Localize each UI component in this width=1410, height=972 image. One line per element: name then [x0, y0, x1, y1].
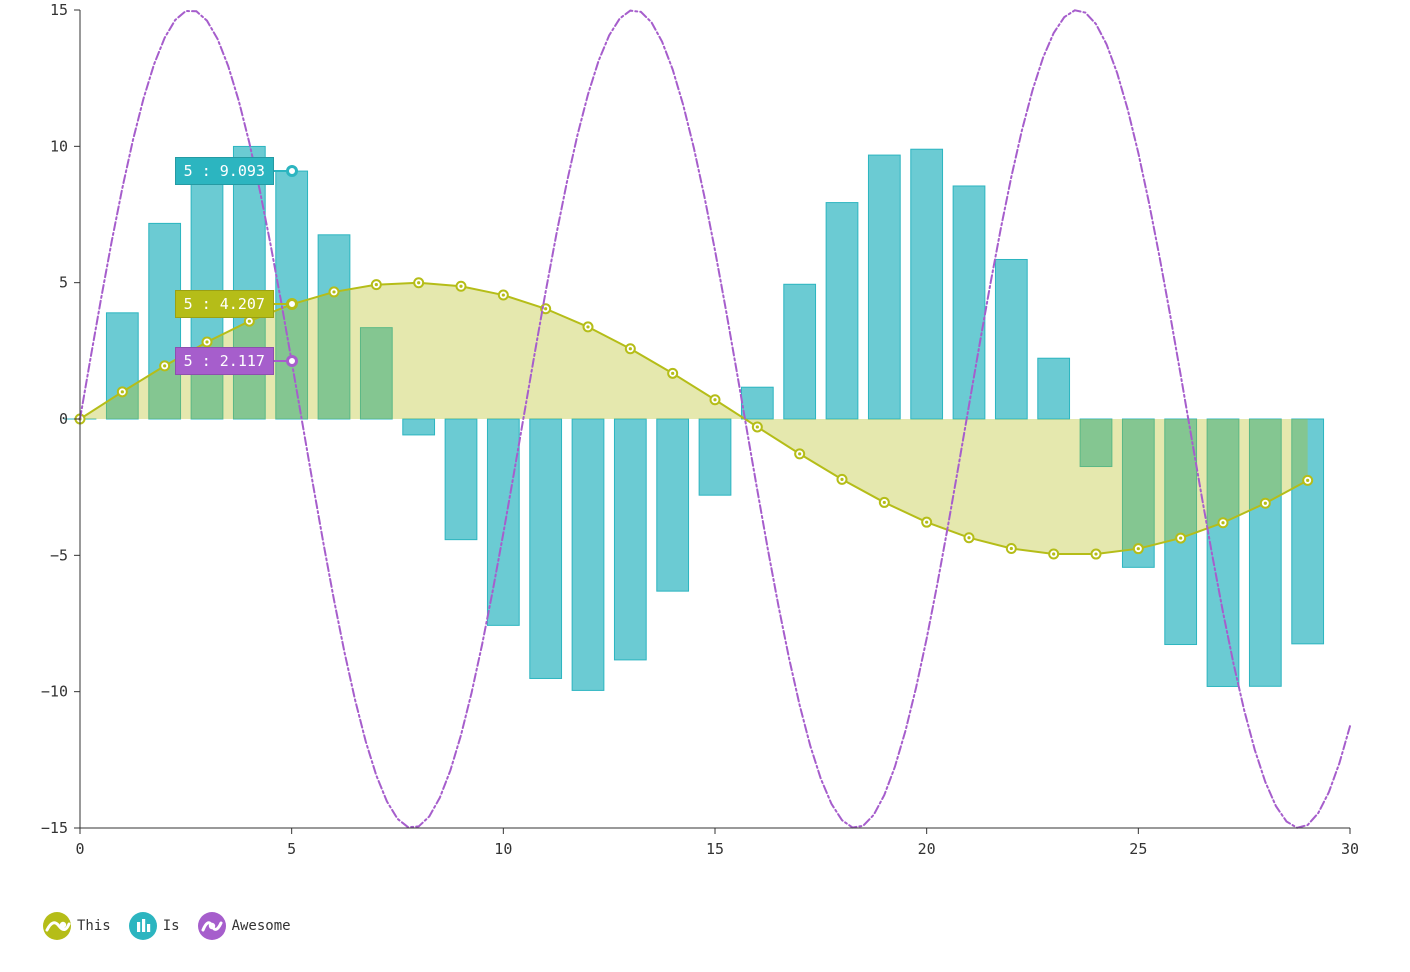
bar[interactable] [403, 419, 435, 435]
bar[interactable] [784, 284, 816, 419]
chart-svg: −15 −10 −5 0 5 10 15 0 5 10 15 20 25 30 [0, 0, 1410, 972]
bar[interactable] [657, 419, 689, 591]
y-tick-label: 15 [50, 1, 68, 19]
x-tick-label: 15 [706, 840, 724, 858]
bar[interactable] [911, 149, 943, 419]
bar[interactable] [445, 419, 477, 540]
tooltip-dot [286, 298, 298, 310]
tooltip-dot [286, 165, 298, 177]
tooltip: 5 : 4.207 [175, 290, 274, 318]
bar[interactable] [826, 203, 858, 419]
chart-container: −15 −10 −5 0 5 10 15 0 5 10 15 20 25 30 5 : 9.093 5 : … [0, 0, 1410, 972]
y-tick-label: −15 [41, 819, 68, 837]
bar[interactable] [995, 259, 1027, 419]
area-icon [43, 912, 71, 940]
bars-icon [129, 912, 157, 940]
y-tick-label: 0 [59, 410, 68, 428]
line-icon [198, 912, 226, 940]
y-tick-label: −5 [50, 546, 68, 564]
bar[interactable] [741, 387, 773, 419]
legend-label: Awesome [232, 918, 291, 934]
legend-label: Is [163, 918, 180, 934]
bar[interactable] [530, 419, 562, 678]
legend: This Is Awesome [43, 912, 291, 940]
legend-item-awesome[interactable]: Awesome [198, 912, 291, 940]
bar[interactable] [953, 186, 985, 419]
x-tick-label: 30 [1341, 840, 1359, 858]
series-this [76, 278, 1313, 558]
tooltip: 5 : 9.093 [175, 157, 274, 185]
y-tick-label: 5 [59, 274, 68, 292]
x-tick-label: 5 [287, 840, 296, 858]
legend-item-is[interactable]: Is [129, 912, 180, 940]
bar[interactable] [868, 155, 900, 419]
x-tick-label: 20 [918, 840, 936, 858]
tooltip: 5 : 2.117 [175, 347, 274, 375]
bar[interactable] [699, 419, 731, 495]
tooltip-dot [286, 355, 298, 367]
x-tick-label: 0 [75, 840, 84, 858]
legend-item-this[interactable]: This [43, 912, 111, 940]
legend-label: This [77, 918, 111, 934]
bar[interactable] [572, 419, 604, 690]
x-tick-label: 10 [494, 840, 512, 858]
bar[interactable] [1038, 358, 1070, 419]
x-tick-label: 25 [1129, 840, 1147, 858]
y-tick-label: −10 [41, 683, 68, 701]
bar[interactable] [614, 419, 646, 660]
y-tick-label: 10 [50, 137, 68, 155]
